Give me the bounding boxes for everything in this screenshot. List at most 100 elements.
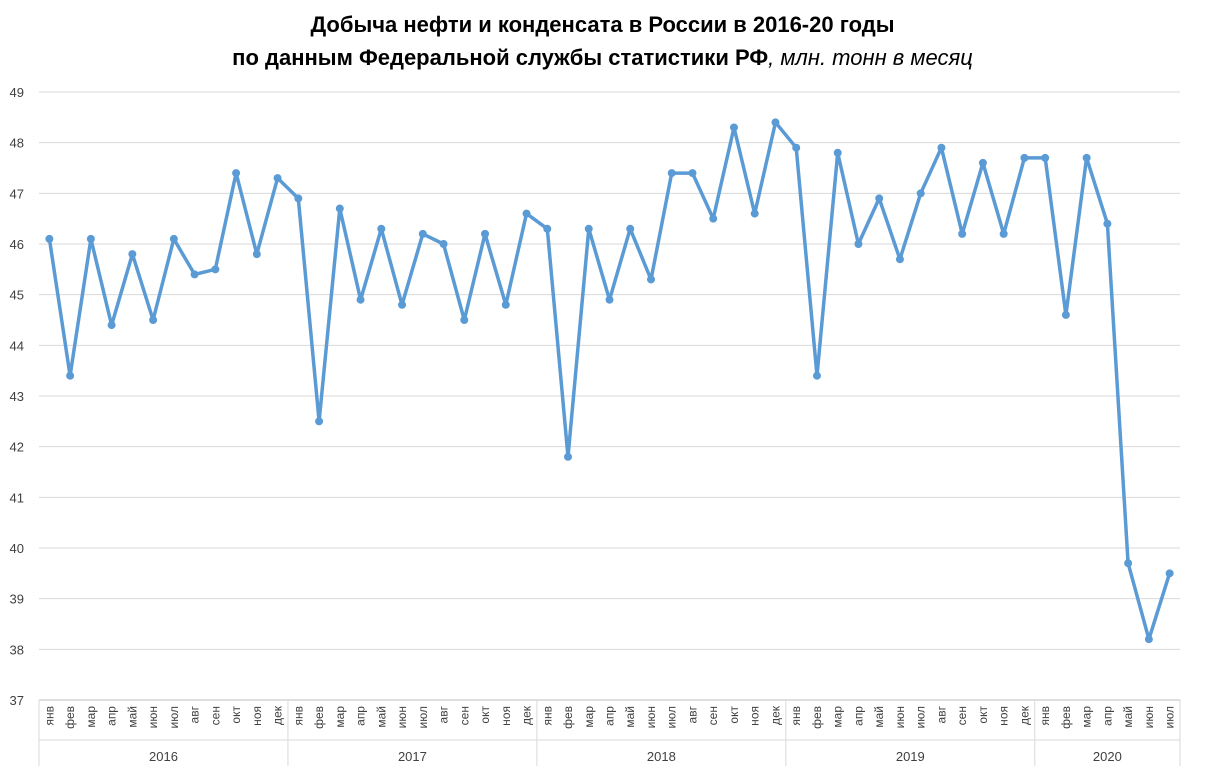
x-tick-label-month: окт	[478, 706, 492, 724]
x-tick-label-month: фев	[312, 706, 326, 729]
x-tick-label-month: июн	[146, 706, 160, 728]
data-point	[45, 234, 54, 243]
data-point	[356, 295, 365, 304]
x-tick-label-month: сен	[457, 706, 471, 725]
y-tick-label: 38	[10, 642, 24, 657]
data-point	[729, 123, 738, 132]
x-tick-label-month: янв	[291, 706, 305, 726]
data-point	[273, 174, 282, 183]
x-tick-label-month: окт	[976, 706, 990, 724]
x-tick-label-month: дек	[271, 705, 285, 725]
x-tick-label-month: мар	[333, 706, 347, 728]
x-tick-label-month: ноя	[997, 706, 1011, 726]
gridlines	[39, 91, 1180, 701]
x-tick-label-month: авг	[188, 705, 202, 723]
x-tick-label-month: май	[374, 706, 388, 728]
x-tick-label-month: авг	[934, 705, 948, 723]
y-axis: 37 38 39 40 41 42 43 44 45 46 47 48 49	[10, 85, 24, 708]
data-point	[1020, 153, 1029, 162]
x-tick-label-month: ноя	[499, 706, 513, 726]
x-tick-label-month: апр	[354, 706, 368, 726]
x-tick-label-month: июл	[914, 706, 928, 728]
data-point	[688, 169, 697, 178]
data-point	[750, 209, 759, 218]
x-tick-label-month: дек	[768, 705, 782, 725]
x-tick-label-month: ноя	[748, 706, 762, 726]
data-point	[771, 118, 780, 127]
x-tick-label-month: янв	[789, 706, 803, 726]
data-point	[1041, 153, 1050, 162]
x-tick-label-year: 2019	[896, 749, 925, 764]
data-point	[667, 169, 676, 178]
data-point	[1061, 310, 1070, 319]
data-point	[232, 169, 241, 178]
x-tick-label-month: янв	[540, 706, 554, 726]
x-tick-label-month: авг	[685, 705, 699, 723]
x-tick-label-month: мар	[582, 706, 596, 728]
x-tick-label-month: фев	[1059, 706, 1073, 729]
data-point	[543, 224, 552, 233]
x-tick-label-month: апр	[851, 706, 865, 726]
data-point	[854, 240, 863, 248]
data-point	[646, 275, 655, 284]
y-tick-label: 49	[10, 85, 24, 100]
y-tick-label: 48	[10, 136, 24, 151]
x-tick-label-month: сен	[208, 706, 222, 725]
x-tick-label-month: янв	[1038, 706, 1052, 726]
x-tick-label-month: июн	[395, 706, 409, 728]
data-point	[833, 148, 842, 157]
data-point	[169, 234, 178, 243]
data-point	[501, 300, 510, 309]
data-point	[626, 224, 635, 233]
data-point	[398, 300, 407, 309]
data-point	[211, 265, 220, 274]
x-tick-label-month: фев	[810, 706, 824, 729]
x-tick-label-year: 2018	[647, 749, 676, 764]
data-point	[1124, 559, 1133, 568]
x-tick-label-month: мар	[831, 706, 845, 728]
data-point	[481, 229, 490, 238]
y-tick-label: 45	[10, 288, 24, 303]
data-point	[605, 295, 614, 304]
data-point	[107, 321, 116, 330]
data-point	[522, 209, 531, 218]
data-point	[294, 194, 303, 203]
data-point	[128, 250, 137, 259]
x-tick-label-year: 2017	[398, 749, 427, 764]
x-tick-label-month: июн	[644, 706, 658, 728]
x-tick-label-month: дек	[1017, 705, 1031, 725]
x-tick-label-month: сен	[706, 706, 720, 725]
x-tick-label-month: апр	[603, 706, 617, 726]
data-point	[875, 194, 884, 203]
data-point	[1082, 153, 1091, 162]
series-line	[47, 120, 1172, 641]
x-tick-label-month: сен	[955, 706, 969, 725]
x-tick-label-month: апр	[105, 706, 119, 726]
data-point	[418, 229, 427, 238]
x-tick-label-month: фев	[63, 706, 77, 729]
data-point	[252, 250, 261, 259]
x-tick-label-year: 2020	[1093, 749, 1122, 764]
data-point	[149, 316, 158, 324]
y-tick-label: 46	[10, 237, 24, 252]
chart-title-line2: по данным Федеральной службы статистики …	[0, 41, 1205, 74]
x-tick-label-month: июл	[665, 706, 679, 728]
y-tick-label: 42	[10, 440, 24, 455]
x-tick-label-month: май	[125, 706, 139, 728]
data-point	[812, 371, 821, 380]
x-tick-label-month: янв	[42, 706, 56, 726]
data-point	[190, 270, 199, 279]
data-point	[335, 204, 344, 213]
data-point	[66, 371, 75, 380]
x-tick-label-month: июл	[416, 706, 430, 728]
y-tick-label: 39	[10, 592, 24, 607]
y-tick-label: 47	[10, 186, 24, 201]
x-tick-label-month: фев	[561, 706, 575, 729]
x-tick-label-month: окт	[229, 706, 243, 724]
x-tick-label-month: июл	[167, 706, 181, 728]
x-tick-label-month: авг	[437, 705, 451, 723]
chart-title: Добыча нефти и конденсата в России в 201…	[0, 8, 1205, 74]
x-tick-label-month: июн	[893, 706, 907, 728]
x-tick-label-month: дек	[520, 705, 534, 725]
